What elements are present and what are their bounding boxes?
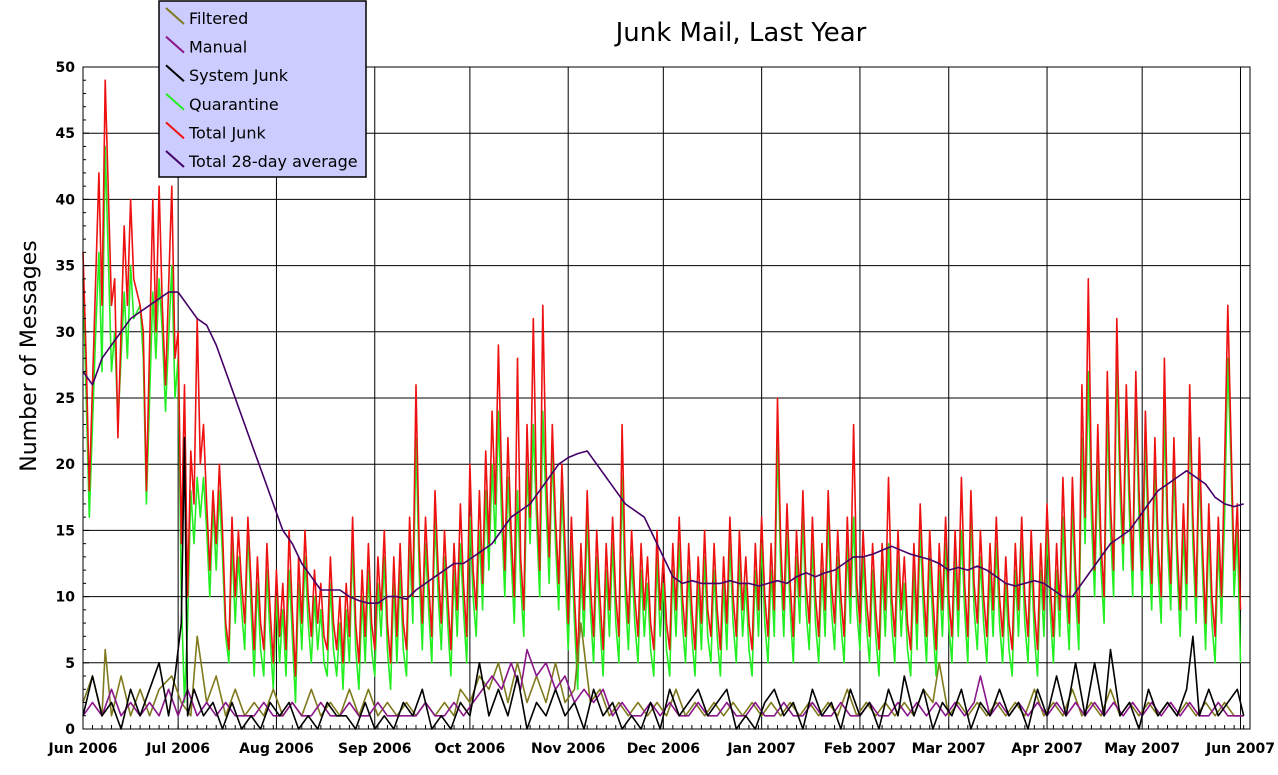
- y-tick-label: 0: [65, 722, 75, 738]
- x-tick-label: Jul 2006: [145, 741, 210, 757]
- x-tick-label: Mar 2007: [912, 741, 986, 757]
- legend-swatch: [165, 93, 185, 111]
- x-tick-label: May 2007: [1104, 741, 1180, 757]
- x-tick-label: Dec 2006: [627, 741, 700, 757]
- series-line-total-junk: [82, 79, 1242, 677]
- y-tick-label: 45: [56, 126, 75, 142]
- legend-swatch: [165, 150, 185, 168]
- x-tick-label: Apr 2007: [1011, 741, 1083, 757]
- x-tick-label: Jun 2006: [48, 741, 118, 757]
- y-tick-label: 35: [56, 259, 75, 275]
- legend-entry: Total Junk: [188, 123, 266, 142]
- legend: Filtered Manual System Junk Quarantine Total…: [158, 0, 367, 178]
- y-tick-label: 25: [56, 391, 75, 407]
- legend-swatch: [165, 35, 185, 54]
- y-tick-label: 20: [56, 457, 76, 473]
- legend-entry: Total 28-day average: [188, 152, 358, 171]
- x-tick-label: Nov 2006: [531, 741, 605, 757]
- series-line-total-28-day-average: [82, 291, 1244, 605]
- legend-swatch: [165, 7, 185, 25]
- y-tick-label: 15: [56, 523, 75, 539]
- legend-box: [158, 0, 367, 178]
- y-tick-label: 50: [56, 60, 76, 76]
- y-tick-label: 40: [56, 192, 76, 208]
- series-layer: [82, 79, 1245, 730]
- y-axis-label: Number of Messages: [17, 240, 42, 471]
- legend-entry: Filtered: [189, 9, 248, 28]
- legend-swatch: [165, 121, 185, 140]
- chart-title: Junk Mail, Last Year: [614, 18, 867, 48]
- series-line-filtered: [82, 622, 1244, 717]
- y-tick-label: 5: [65, 656, 75, 672]
- x-tick-label: Jun 2007: [1205, 741, 1275, 757]
- y-tick-label: 10: [56, 590, 76, 606]
- legend-entry: System Junk: [189, 66, 289, 85]
- x-tick-label: Sep 2006: [338, 741, 411, 757]
- legend-entry: Manual: [189, 38, 247, 57]
- x-tick-label: Jan 2007: [726, 741, 795, 757]
- y-tick-label: 30: [56, 325, 76, 341]
- x-tick-label: Feb 2007: [824, 741, 896, 757]
- legend-entry: Quarantine: [189, 95, 279, 114]
- y-axis-ticks: 0 5 10 15 20 25 30 35 40 45 50: [56, 60, 89, 738]
- legend-swatch: [165, 64, 185, 82]
- x-tick-label: Oct 2006: [435, 741, 506, 757]
- x-tick-label: Aug 2006: [239, 741, 314, 757]
- x-axis-ticks: Jun 2006 Jul 2006 Aug 2006 Sep 2006 Oct 2006…: [48, 725, 1275, 757]
